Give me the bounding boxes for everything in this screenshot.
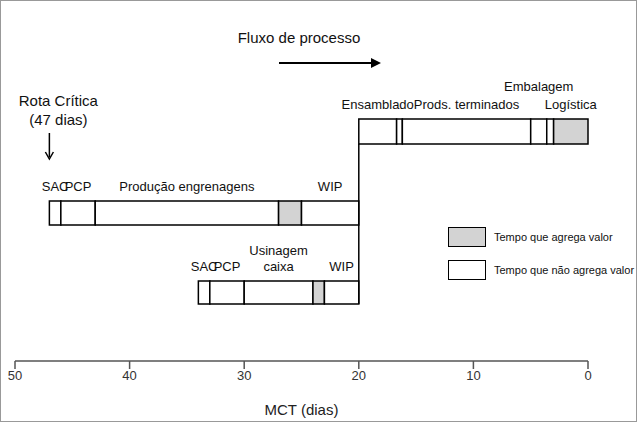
- svg-text:10: 10: [466, 368, 480, 383]
- svg-text:Logística: Logística: [545, 97, 598, 112]
- svg-text:caixa: caixa: [263, 259, 294, 274]
- svg-text:WIP: WIP: [329, 259, 354, 274]
- svg-text:(47 dias): (47 dias): [29, 111, 87, 128]
- svg-text:20: 20: [352, 368, 366, 383]
- svg-text:50: 50: [8, 368, 22, 383]
- svg-text:Prods. terminados: Prods. terminados: [414, 97, 520, 112]
- svg-text:Produção engrenagens: Produção engrenagens: [119, 179, 255, 194]
- html-text:Tempo que agrega valor: Tempo que agrega valor: [494, 231, 613, 243]
- svg-text:SAC: SAC: [190, 259, 218, 274]
- svg-text:Ensamblado: Ensamblado: [342, 97, 414, 112]
- svg-text:WIP: WIP: [318, 179, 343, 194]
- svg-text:Embalagem: Embalagem: [504, 79, 573, 94]
- svg-text:30: 30: [237, 368, 251, 383]
- svg-text:0: 0: [584, 368, 591, 383]
- svg-text:PCP: PCP: [65, 179, 92, 194]
- svg-text:Rota Crítica: Rota Crítica: [19, 92, 99, 109]
- svg-text:Usinagem: Usinagem: [249, 243, 308, 258]
- svg-text:40: 40: [122, 368, 136, 383]
- svg-text:PCP: PCP: [214, 259, 241, 274]
- svg-text:SAC: SAC: [41, 179, 69, 194]
- html-text:Tempo que não agrega valor: Tempo que não agrega valor: [494, 264, 634, 276]
- svg-text:MCT (dias): MCT (dias): [265, 401, 339, 418]
- html-text:Fluxo de processo: Fluxo de processo: [237, 29, 361, 46]
